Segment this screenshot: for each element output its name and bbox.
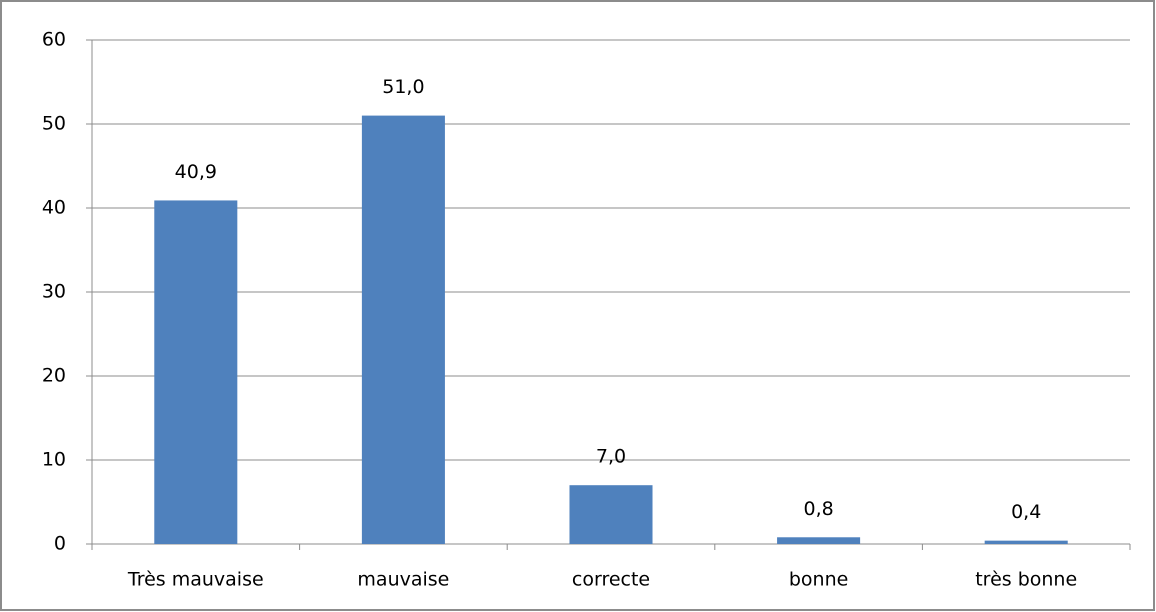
data-label: 7,0 xyxy=(596,446,626,468)
y-tick-label: 50 xyxy=(42,113,66,135)
data-label: 0,4 xyxy=(1011,501,1041,523)
bar xyxy=(154,200,238,544)
x-tick-label: mauvaise xyxy=(357,569,449,591)
bar xyxy=(361,115,445,544)
y-tick-label: 10 xyxy=(42,449,66,471)
x-tick-label: bonne xyxy=(789,569,848,591)
data-label: 0,8 xyxy=(803,498,833,520)
data-label: 40,9 xyxy=(175,161,217,183)
y-tick-label: 60 xyxy=(42,29,66,51)
bar xyxy=(777,537,861,544)
bar xyxy=(984,540,1068,544)
y-tick-label: 20 xyxy=(42,365,66,387)
y-tick-label: 0 xyxy=(54,533,66,555)
x-tick-label: Très mauvaise xyxy=(127,569,264,591)
bar xyxy=(569,485,653,544)
y-tick-label: 40 xyxy=(42,197,66,219)
x-tick-label: très bonne xyxy=(975,569,1077,591)
x-tick-label: correcte xyxy=(572,569,650,591)
data-label: 51,0 xyxy=(382,76,424,98)
y-tick-label: 30 xyxy=(42,281,66,303)
